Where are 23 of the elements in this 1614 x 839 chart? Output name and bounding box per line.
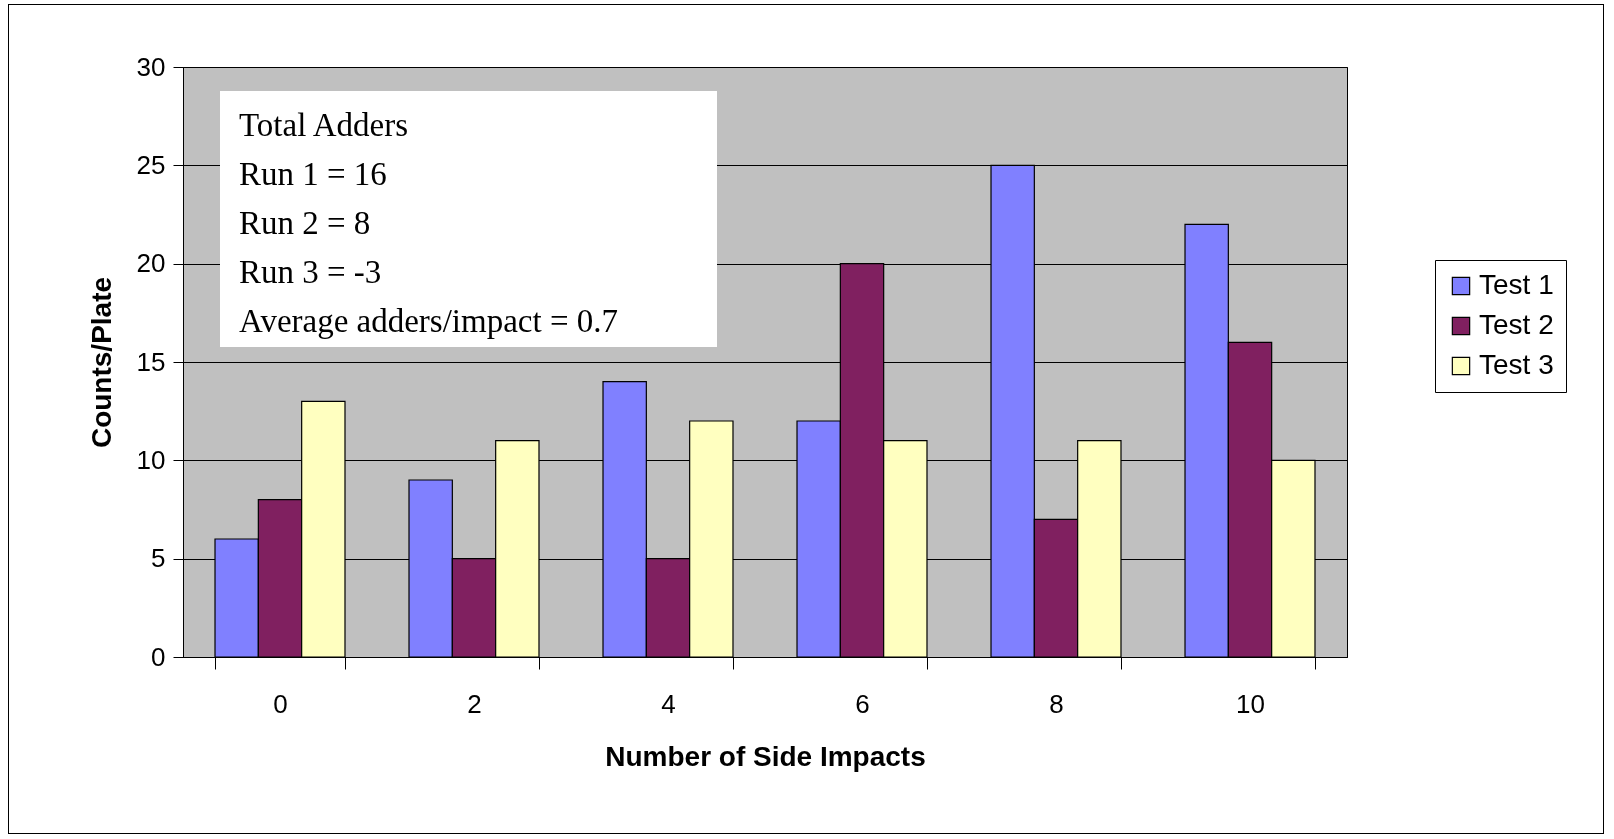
y-tick-label: 5 <box>151 543 166 574</box>
annotation: Run 2 = 8 <box>239 204 372 243</box>
legend-label: Test 1 <box>1479 269 1554 300</box>
legend-label: Test 2 <box>1479 309 1554 340</box>
x-tick-label: 6 <box>855 688 870 719</box>
y-tick-label: 0 <box>151 641 166 672</box>
annotation: Run 1 = 16 <box>239 155 388 194</box>
annotation: Total Adders <box>239 106 410 145</box>
annotation: Run 3 = -3 <box>239 253 383 292</box>
y-axis-title: Counts/Plate <box>85 276 117 449</box>
y-tick-label: 30 <box>136 51 166 82</box>
x-tick-label: 4 <box>661 688 676 719</box>
annotation: Average adders/impact = 0.7 <box>239 302 620 341</box>
x-axis-title: Number of Side Impacts <box>605 740 926 772</box>
y-tick-label: 10 <box>136 444 166 475</box>
x-tick-label: 2 <box>467 688 482 719</box>
x-tick-label: 0 <box>273 688 288 719</box>
legend-label: Test 3 <box>1479 349 1554 380</box>
x-tick-label: 10 <box>1236 688 1265 719</box>
x-tick-label: 8 <box>1049 688 1064 719</box>
y-tick-label: 25 <box>136 149 166 180</box>
y-tick-label: 15 <box>136 346 166 377</box>
y-tick-label: 20 <box>136 248 166 279</box>
